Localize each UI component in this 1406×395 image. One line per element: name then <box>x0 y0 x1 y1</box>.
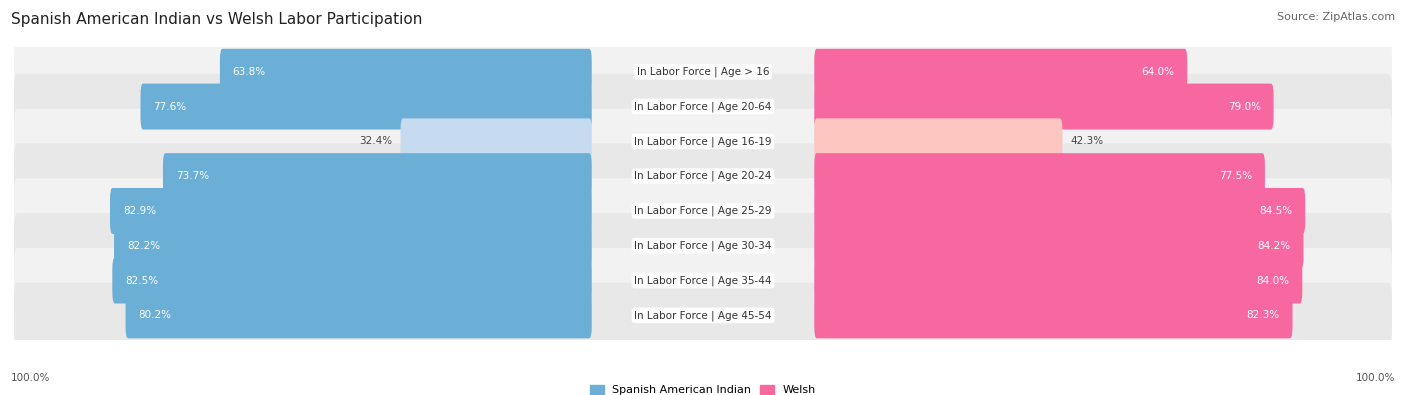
FancyBboxPatch shape <box>14 143 1392 209</box>
FancyBboxPatch shape <box>814 292 1292 338</box>
FancyBboxPatch shape <box>112 258 592 303</box>
FancyBboxPatch shape <box>814 188 1305 234</box>
FancyBboxPatch shape <box>14 283 1392 348</box>
Text: 84.5%: 84.5% <box>1260 206 1292 216</box>
Text: 80.2%: 80.2% <box>138 310 172 320</box>
Text: 82.3%: 82.3% <box>1247 310 1279 320</box>
Text: In Labor Force | Age 16-19: In Labor Force | Age 16-19 <box>634 136 772 147</box>
Text: 64.0%: 64.0% <box>1142 67 1174 77</box>
FancyBboxPatch shape <box>814 153 1265 199</box>
Text: 82.5%: 82.5% <box>125 276 159 286</box>
FancyBboxPatch shape <box>814 49 1187 95</box>
Legend: Spanish American Indian, Welsh: Spanish American Indian, Welsh <box>586 381 820 395</box>
Text: 63.8%: 63.8% <box>232 67 266 77</box>
FancyBboxPatch shape <box>14 213 1392 278</box>
Text: In Labor Force | Age 25-29: In Labor Force | Age 25-29 <box>634 206 772 216</box>
FancyBboxPatch shape <box>219 49 592 95</box>
Text: 82.9%: 82.9% <box>122 206 156 216</box>
FancyBboxPatch shape <box>14 74 1392 139</box>
Text: 73.7%: 73.7% <box>176 171 209 181</box>
Text: In Labor Force | Age > 16: In Labor Force | Age > 16 <box>637 66 769 77</box>
Text: In Labor Force | Age 45-54: In Labor Force | Age 45-54 <box>634 310 772 321</box>
FancyBboxPatch shape <box>14 109 1392 174</box>
FancyBboxPatch shape <box>814 84 1274 130</box>
FancyBboxPatch shape <box>114 223 592 269</box>
FancyBboxPatch shape <box>163 153 592 199</box>
Text: 42.3%: 42.3% <box>1070 136 1104 147</box>
Text: 32.4%: 32.4% <box>360 136 392 147</box>
FancyBboxPatch shape <box>814 118 1063 164</box>
FancyBboxPatch shape <box>110 188 592 234</box>
FancyBboxPatch shape <box>14 39 1392 104</box>
Text: Spanish American Indian vs Welsh Labor Participation: Spanish American Indian vs Welsh Labor P… <box>11 12 423 27</box>
Text: In Labor Force | Age 35-44: In Labor Force | Age 35-44 <box>634 275 772 286</box>
Text: In Labor Force | Age 30-34: In Labor Force | Age 30-34 <box>634 241 772 251</box>
FancyBboxPatch shape <box>125 292 592 338</box>
Text: 79.0%: 79.0% <box>1227 102 1261 111</box>
FancyBboxPatch shape <box>814 223 1303 269</box>
FancyBboxPatch shape <box>141 84 592 130</box>
Text: Source: ZipAtlas.com: Source: ZipAtlas.com <box>1277 12 1395 22</box>
Text: In Labor Force | Age 20-24: In Labor Force | Age 20-24 <box>634 171 772 181</box>
Text: 84.2%: 84.2% <box>1257 241 1291 251</box>
Text: 84.0%: 84.0% <box>1257 276 1289 286</box>
FancyBboxPatch shape <box>814 258 1302 303</box>
FancyBboxPatch shape <box>14 248 1392 313</box>
Text: 100.0%: 100.0% <box>11 373 51 383</box>
Text: 77.5%: 77.5% <box>1219 171 1253 181</box>
Text: 100.0%: 100.0% <box>1355 373 1395 383</box>
Text: 77.6%: 77.6% <box>153 102 187 111</box>
FancyBboxPatch shape <box>14 178 1392 244</box>
Text: In Labor Force | Age 20-64: In Labor Force | Age 20-64 <box>634 101 772 112</box>
FancyBboxPatch shape <box>401 118 592 164</box>
Text: 82.2%: 82.2% <box>127 241 160 251</box>
